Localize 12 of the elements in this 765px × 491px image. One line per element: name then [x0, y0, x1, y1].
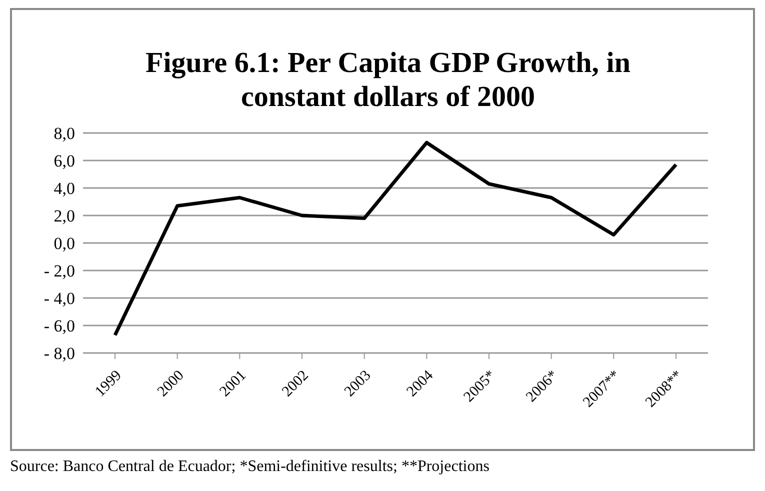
y-tick-label: - 2,0	[44, 262, 75, 281]
y-tick-label: 8,0	[54, 124, 75, 144]
source-note: Source: Banco Central de Ecuador; *Semi-definitive results; **Projections	[10, 458, 490, 476]
y-tick-label: - 8,0	[44, 344, 75, 364]
y-tick-label: 0,0	[54, 234, 75, 254]
y-tick-label: 6,0	[54, 152, 75, 171]
chart-title: Figure 6.1: Per Capita GDP Growth, in constant dollars of 2000	[144, 46, 632, 114]
y-tick-label: 4,0	[54, 179, 75, 198]
y-tick-label: - 4,0	[44, 289, 75, 308]
y-tick-label: 2,0	[54, 206, 75, 226]
y-tick-label: - 6,0	[44, 316, 75, 336]
line-series	[113, 140, 678, 337]
